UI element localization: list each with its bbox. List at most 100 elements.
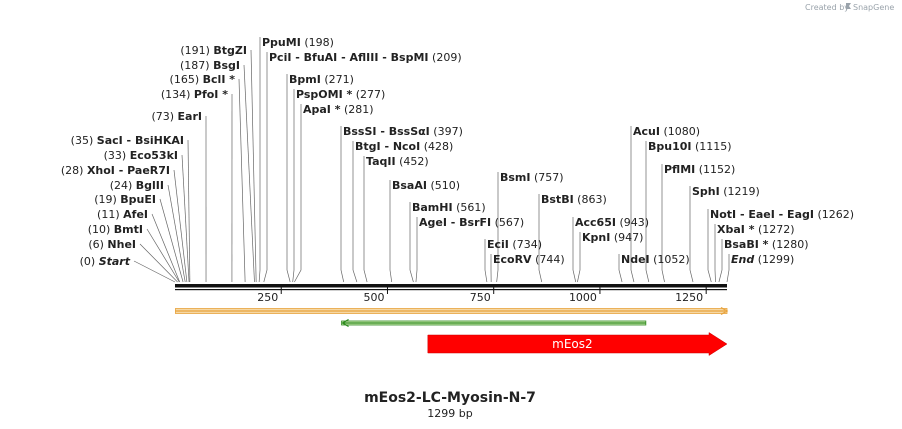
enzyme-label-btgzi[interactable]: (191) BtgZI (180, 44, 247, 57)
enzyme-name: PciI - BfuAI - AflIII - BspMI (269, 51, 429, 64)
enzyme-position: (1299) (758, 253, 795, 266)
enzyme-label-pflmi[interactable]: PflMI (1152) (664, 163, 735, 176)
enzyme-label-kpni[interactable]: KpnI (947) (582, 231, 643, 244)
connector-line (689, 186, 694, 283)
enzyme-name: AcuI (633, 125, 660, 138)
enzyme-label-bcli[interactable]: (165) BclI * (170, 73, 236, 86)
enzyme-label-eari[interactable]: (73) EarI (151, 110, 202, 123)
enzyme-label-agei[interactable]: AgeI - BsrFI (567) (419, 216, 524, 229)
enzyme-label-acc65i[interactable]: Acc65I (943) (575, 216, 649, 229)
enzyme-label-ppumi[interactable]: PpuMI (198) (262, 36, 334, 49)
enzyme-label-bsmi[interactable]: BsmI (757) (500, 171, 564, 184)
enzyme-label-end[interactable]: End (1299) (731, 253, 794, 266)
connector-line (726, 254, 730, 283)
svg-text:KpnI (947): KpnI (947) (582, 231, 643, 244)
enzyme-label-nhei[interactable]: (6) NheI (88, 238, 136, 251)
svg-text:BtgI - NcoI (428): BtgI - NcoI (428) (355, 140, 453, 153)
enzyme-label-ecii[interactable]: EciI (734) (487, 238, 542, 251)
enzyme-label-eco53ki[interactable]: (33) Eco53kI (104, 149, 178, 162)
enzyme-position: (428) (424, 140, 454, 153)
enzyme-label-bpu10i[interactable]: Bpu10I (1115) (648, 140, 732, 153)
enzyme-name: BsaAI (392, 179, 427, 192)
enzyme-label-bsaai[interactable]: BsaAI (510) (392, 179, 460, 192)
enzyme-name: BsmI (500, 171, 531, 184)
connector-line (181, 154, 190, 283)
enzyme-label-bglii[interactable]: (24) BglII (110, 179, 164, 192)
enzyme-name: XbaI * (717, 223, 755, 236)
enzyme-connectors (133, 37, 730, 283)
ruler-ticks: 250 500 750 1000 1250 (257, 287, 707, 304)
enzyme-name: BpmI (289, 73, 321, 86)
enzyme-label-pspomi[interactable]: PspOMI * (277) (296, 88, 385, 101)
enzyme-name: Bpu10I (648, 140, 692, 153)
svg-text:(33) Eco53kI: (33) Eco53kI (104, 149, 178, 162)
enzyme-name: BstBI (541, 193, 574, 206)
enzyme-name: AfeI (123, 208, 148, 221)
arrow-head-icon (341, 318, 349, 328)
enzyme-label-btgi[interactable]: BtgI - NcoI (428) (355, 140, 453, 153)
svg-text:(11) AfeI: (11) AfeI (97, 208, 148, 221)
svg-text:(0) Start: (0) Start (80, 255, 131, 268)
enzyme-label-taqii[interactable]: TaqII (452) (366, 155, 429, 168)
svg-text:(6) NheI: (6) NheI (88, 238, 136, 251)
enzyme-name: PspOMI * (296, 88, 353, 101)
enzyme-label-bmti[interactable]: (10) BmtI (88, 223, 143, 236)
enzyme-label-start[interactable]: (0) Start (80, 255, 131, 268)
connector-line (389, 180, 393, 283)
enzyme-label-xhoi[interactable]: (28) XhoI - PaeR7I (61, 164, 170, 177)
connector-line (286, 74, 291, 283)
enzyme-position: (209) (432, 51, 462, 64)
ruler-tick-label: 250 (257, 291, 278, 304)
brand-text: SnapGene (853, 3, 894, 12)
svg-text:AgeI - BsrFI (567): AgeI - BsrFI (567) (419, 216, 524, 229)
enzyme-name: BtgZI (213, 44, 247, 57)
enzyme-label-bamhi[interactable]: BamHI (561) (412, 201, 486, 214)
enzyme-position: (1219) (723, 185, 760, 198)
enzyme-label-ndei[interactable]: NdeI (1052) (621, 253, 690, 266)
connector-line (415, 217, 418, 283)
enzyme-label-pcii[interactable]: PciI - BfuAI - AflIII - BspMI (209) (269, 51, 462, 64)
enzyme-label-afei[interactable]: (11) AfeI (97, 208, 148, 221)
svg-text:(165) BclI *: (165) BclI * (170, 73, 236, 86)
enzyme-label-bstbi[interactable]: BstBI (863) (541, 193, 607, 206)
enzyme-label-sphi[interactable]: SphI (1219) (692, 185, 760, 198)
enzyme-position: (19) (94, 193, 117, 206)
enzyme-position: (452) (399, 155, 429, 168)
enzyme-label-ecorv[interactable]: EcoRV (744) (493, 253, 565, 266)
connector-line (572, 217, 577, 283)
enzyme-name: XhoI - PaeR7I (87, 164, 170, 177)
enzyme-position: (271) (324, 73, 354, 86)
connector-line (133, 260, 176, 283)
enzyme-label-bpuei[interactable]: (19) BpuEI (94, 193, 156, 206)
enzyme-name: KpnI (582, 231, 610, 244)
svg-text:BsaBI * (1280): BsaBI * (1280) (724, 238, 809, 251)
svg-text:(28) XhoI - PaeR7I: (28) XhoI - PaeR7I (61, 164, 170, 177)
enzyme-label-acui[interactable]: AcuI (1080) (633, 125, 700, 138)
enzyme-position: (744) (535, 253, 565, 266)
enzyme-name: ApaI * (303, 103, 341, 116)
feature-arrow-1 (175, 306, 729, 316)
svg-text:EciI (734): EciI (734) (487, 238, 542, 251)
enzyme-name: AgeI - BsrFI (419, 216, 491, 229)
connector-line (250, 49, 257, 283)
enzyme-label-bpmi[interactable]: BpmI (271) (289, 73, 354, 86)
enzyme-position: (397) (433, 125, 463, 138)
enzyme-label-apai[interactable]: ApaI * (281) (303, 103, 374, 116)
sequence-ruler: 250 500 750 1000 1250 (175, 284, 727, 304)
enzyme-label-bsssi[interactable]: BssSI - BssSαI (397) (343, 125, 463, 138)
enzyme-position: (281) (344, 103, 374, 116)
enzyme-label-xbai[interactable]: XbaI * (1272) (717, 223, 795, 236)
ruler-tick-label: 1250 (675, 291, 703, 304)
connector-line (159, 198, 184, 283)
enzyme-position: (1080) (663, 125, 700, 138)
enzyme-label-saci[interactable]: (35) SacI - BsiHKAI (71, 134, 184, 147)
enzyme-label-pfoi[interactable]: (134) PfoI * (161, 88, 228, 101)
enzyme-label-noti[interactable]: NotI - EaeI - EagI (1262) (710, 208, 854, 221)
enzyme-name: NheI (107, 238, 136, 251)
enzyme-name: BmtI (114, 223, 143, 236)
connector-line (340, 126, 345, 283)
feature-label: mEos2 (552, 337, 593, 351)
enzyme-label-bsgi[interactable]: (187) BsgI (180, 59, 240, 72)
enzyme-label-bsabi[interactable]: BsaBI * (1280) (724, 238, 809, 251)
svg-text:BsmI (757): BsmI (757) (500, 171, 564, 184)
